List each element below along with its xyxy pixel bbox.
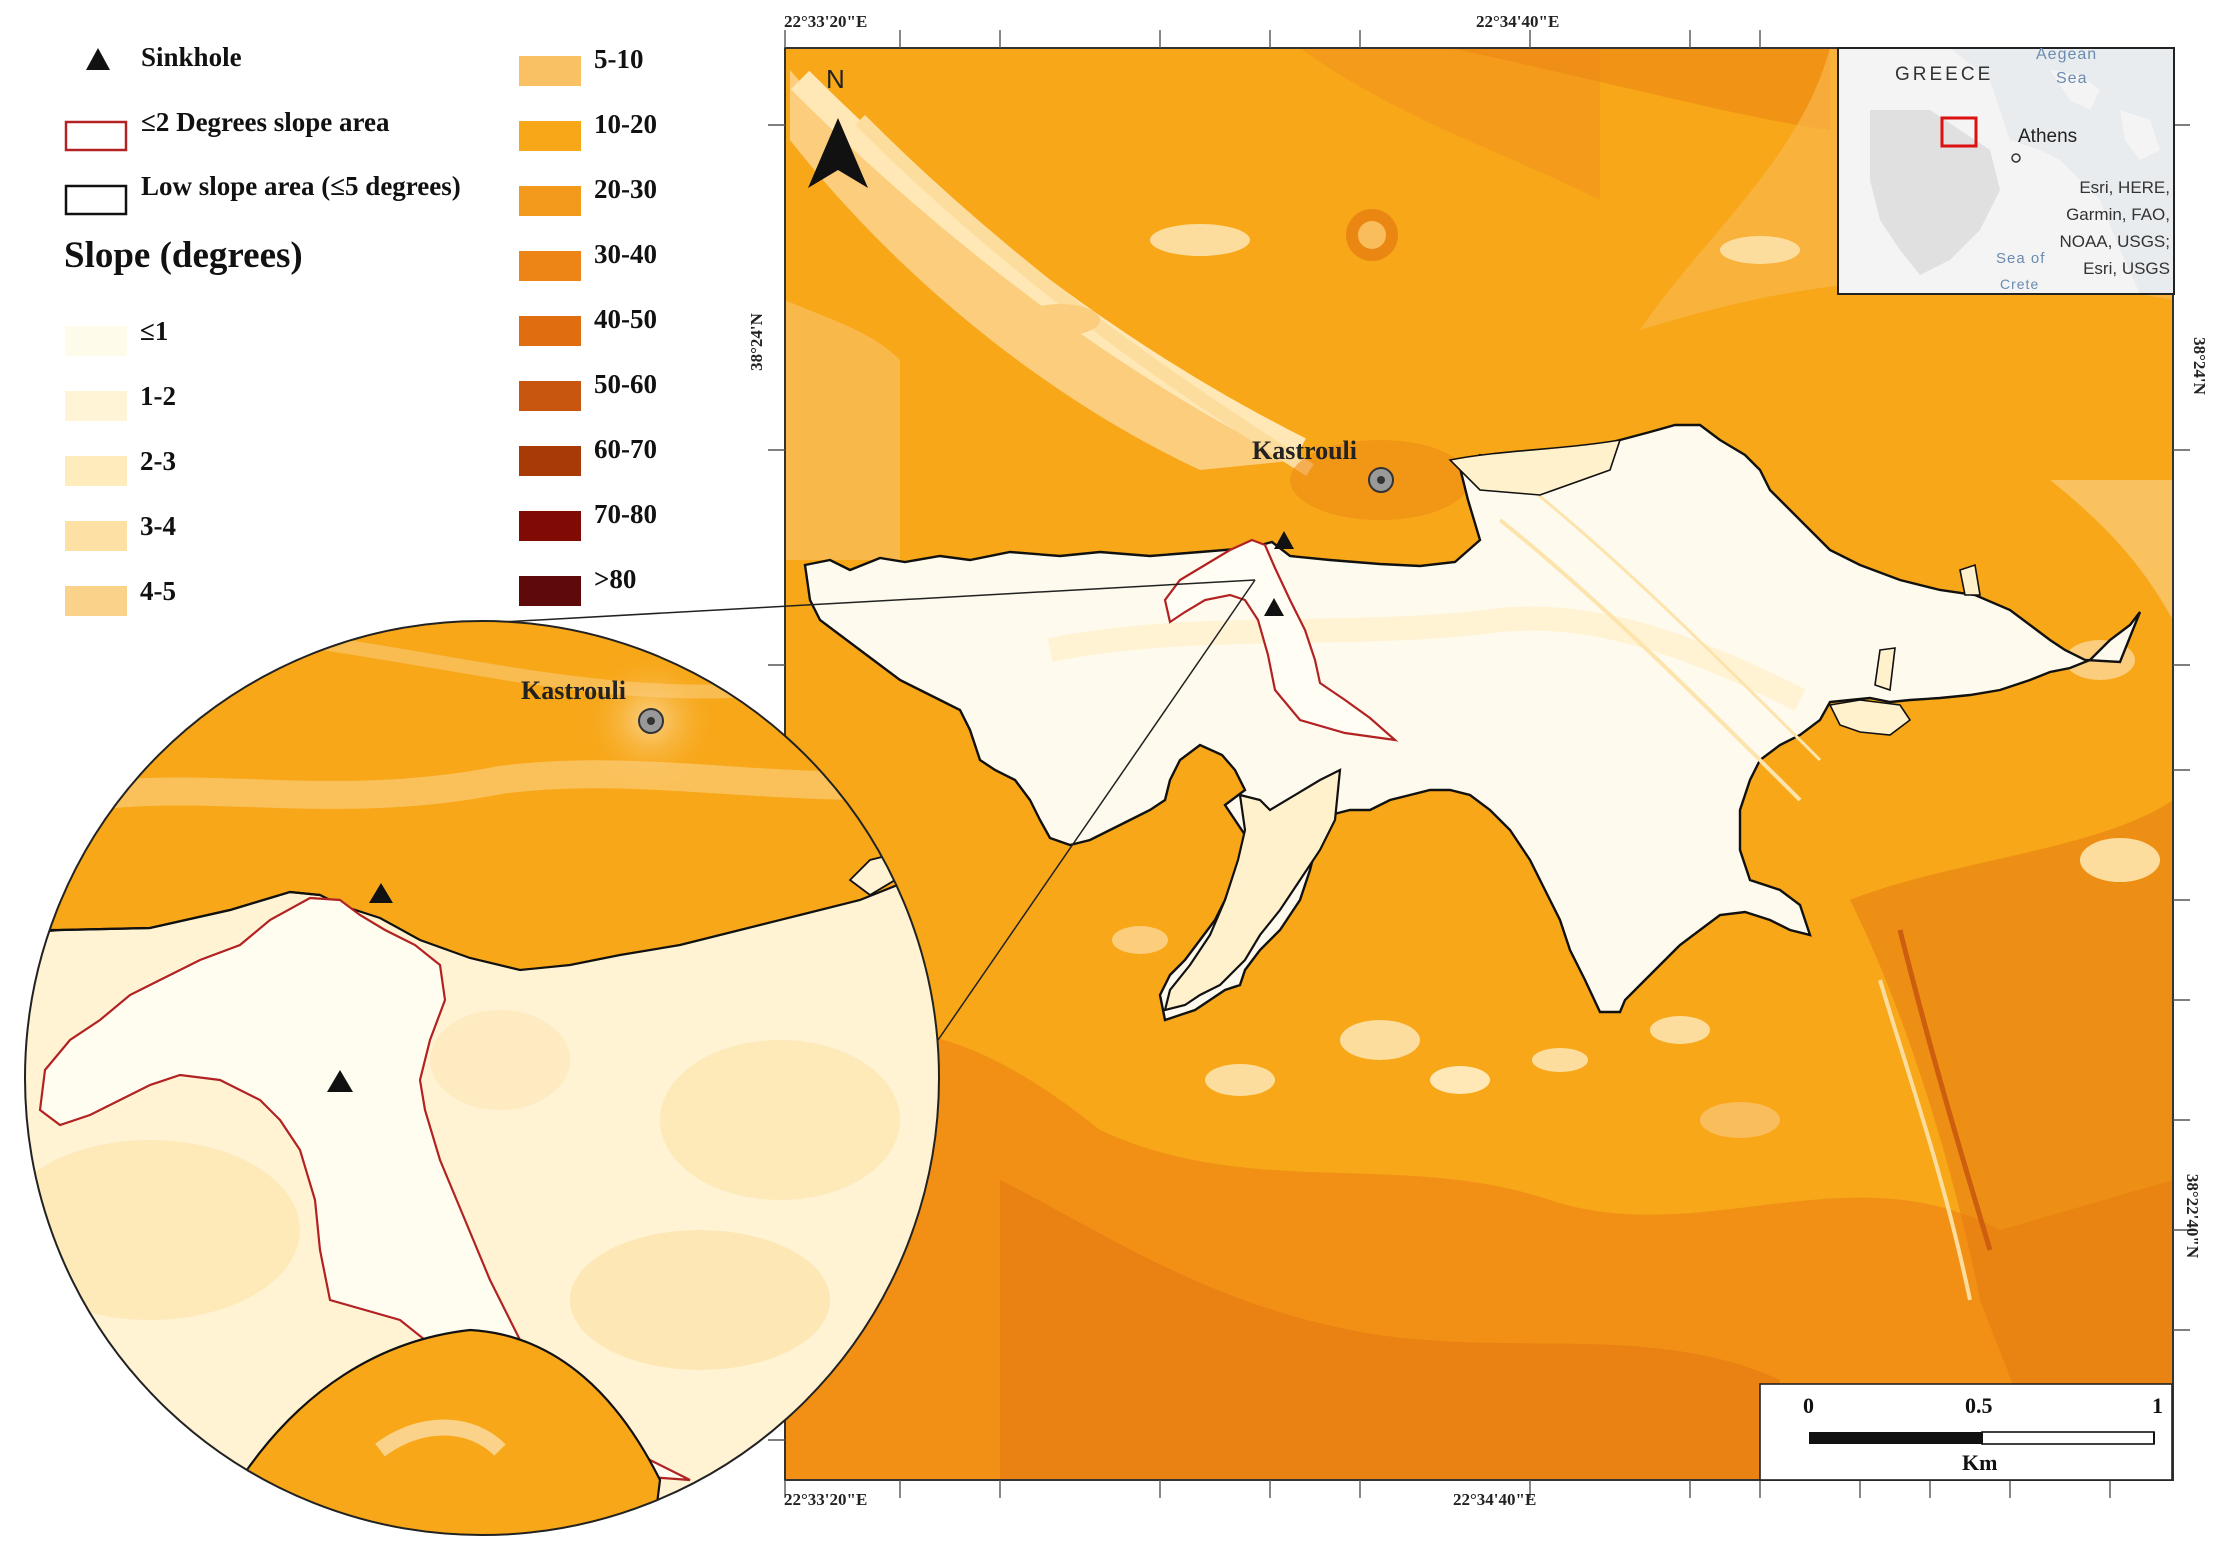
legend-swatch bbox=[519, 121, 581, 151]
bottom-coord-2: 22°34'40"E bbox=[1453, 1490, 1537, 1509]
zoom-sinkhole-marker bbox=[369, 883, 393, 903]
legend-swatch bbox=[65, 391, 127, 421]
legend-swatch bbox=[519, 446, 581, 476]
scale-tick-0: 0 bbox=[1803, 1393, 1814, 1418]
inset-sea3b: Crete bbox=[2000, 276, 2040, 292]
north-arrow-icon bbox=[808, 118, 868, 188]
legend-class-label: 50-60 bbox=[594, 369, 657, 399]
bottom-coord-1: 22°33'20"E bbox=[784, 1490, 868, 1509]
scale-tick-05: 0.5 bbox=[1965, 1393, 1993, 1418]
legend-class-label: 60-70 bbox=[594, 434, 657, 464]
legend-class-label: 4-5 bbox=[140, 576, 176, 606]
inset-credit-line: Esri, USGS bbox=[2083, 259, 2170, 278]
north-label: N bbox=[826, 64, 845, 94]
zoom-circle-border bbox=[24, 620, 940, 1536]
legend-class-label: 1-2 bbox=[140, 381, 176, 411]
sinkhole-marker bbox=[1264, 598, 1284, 616]
legend-swatch bbox=[519, 251, 581, 281]
top-coord-2: 22°34'40"E bbox=[1476, 12, 1560, 31]
scale-bar bbox=[1759, 1383, 2173, 1481]
legend-class-label: 20-30 bbox=[594, 174, 657, 204]
legend-class-label: 70-80 bbox=[594, 499, 657, 529]
inset-credit-line: Garmin, FAO, bbox=[2066, 205, 2170, 224]
legend-swatch bbox=[65, 521, 127, 551]
legend-swatch bbox=[519, 316, 581, 346]
legend-class-label: 2-3 bbox=[140, 446, 176, 476]
legend-swatch bbox=[519, 56, 581, 86]
legend-class-label: >80 bbox=[594, 564, 637, 594]
right-coord-2: 38°22'40"N bbox=[2183, 1173, 2203, 1259]
legend-class-label: 40-50 bbox=[594, 304, 657, 334]
zoom-circle bbox=[25, 621, 939, 1535]
legend-class-label: 5-10 bbox=[594, 44, 644, 74]
inset-credits: Esri, HERE, Garmin, FAO, NOAA, USGS; Esr… bbox=[2059, 174, 2170, 282]
legend-swatch bbox=[65, 586, 127, 616]
top-coord-1: 22°33'20"E bbox=[784, 12, 868, 31]
sinkhole-marker bbox=[1274, 531, 1294, 549]
inset-credit-line: NOAA, USGS; bbox=[2059, 232, 2170, 251]
legend-swatch bbox=[519, 186, 581, 216]
legend-swatch bbox=[519, 576, 581, 606]
legend-class-label: ≤1 bbox=[140, 316, 169, 346]
inset-city: Athens bbox=[2018, 126, 2078, 147]
legend-swatch bbox=[519, 511, 581, 541]
right-coord-1: 38°24'N bbox=[2189, 337, 2209, 395]
locator-red-box bbox=[1940, 116, 1978, 148]
inset-sea3a: Sea of bbox=[1996, 250, 2046, 267]
legend-5deg-label: Low slope area (≤5 degrees) bbox=[141, 171, 461, 201]
legend-slope-title: Slope (degrees) bbox=[64, 235, 303, 276]
slope-2deg-polygon bbox=[1163, 538, 1399, 742]
legend-swatch bbox=[65, 456, 127, 486]
legend-sinkhole-label: Sinkhole bbox=[141, 42, 242, 72]
zoom-kastrouli-label: Kastrouli bbox=[521, 676, 626, 705]
legend-2deg-label: ≤2 Degrees slope area bbox=[141, 107, 390, 137]
zoom-sinkhole-marker bbox=[327, 1070, 353, 1092]
scale-unit: Km bbox=[1962, 1450, 1998, 1475]
main-map bbox=[785, 48, 2173, 1480]
inset-country: GREECE bbox=[1895, 64, 1994, 85]
inset-sea1: Aegean bbox=[2036, 46, 2098, 63]
inset-sea2: Sea bbox=[2056, 70, 2088, 87]
legend-swatch bbox=[519, 381, 581, 411]
locator-inset bbox=[1837, 47, 2175, 295]
inset-credit-line: Esri, HERE, bbox=[2079, 178, 2170, 197]
scale-tick-1: 1 bbox=[2152, 1393, 2163, 1418]
legend-class-label: 30-40 bbox=[594, 239, 657, 269]
legend-class-label: 3-4 bbox=[140, 511, 176, 541]
legend-class-label: 10-20 bbox=[594, 109, 657, 139]
kastrouli-label: Kastrouli bbox=[1252, 436, 1357, 465]
left-coord: 38°24'N bbox=[746, 313, 766, 371]
legend-swatch bbox=[65, 326, 127, 356]
